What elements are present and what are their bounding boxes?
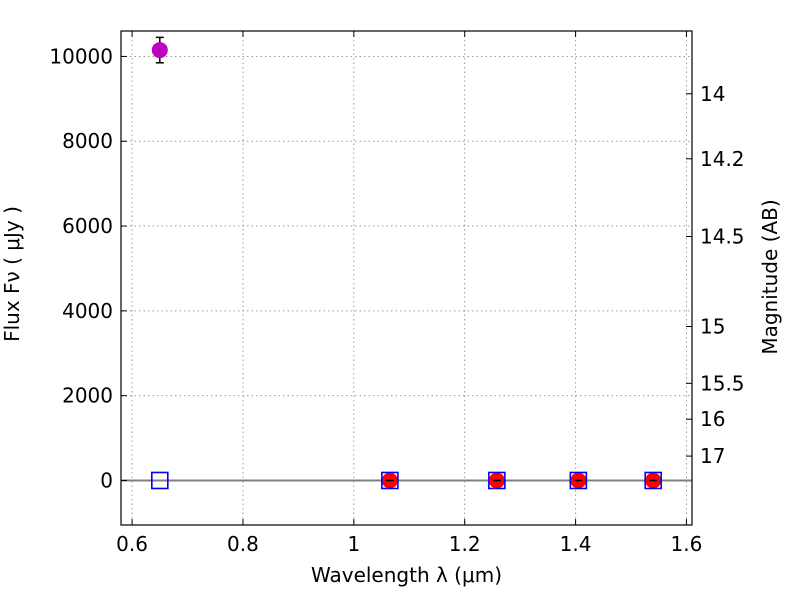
x-tick-label: 1.2: [449, 532, 481, 556]
grid-layer: [121, 31, 692, 525]
x-tick-label: 0.6: [116, 532, 148, 556]
blue-squares-marker: [569, 471, 588, 490]
right-tick-label: 15.5: [700, 371, 745, 395]
y-tick-label: 10000: [49, 44, 113, 68]
right-axis-label: Magnitude (AB): [758, 199, 782, 354]
x-tick-label: 0.8: [227, 532, 259, 556]
y-tick-label: 4000: [62, 299, 113, 323]
right-tick-label: 17: [700, 444, 725, 468]
blue-squares-marker: [151, 471, 169, 490]
x-tick-label: 1: [347, 532, 360, 556]
right-tick-label: 15: [700, 315, 725, 339]
blue-squares-marker: [488, 471, 506, 490]
y-tick-label: 8000: [62, 129, 113, 153]
y-tick-label: 0: [100, 468, 113, 492]
y-axis-label: Flux Fν ( μJy ): [0, 206, 24, 342]
blue-squares-marker: [381, 471, 399, 490]
plot-frame: [120, 30, 693, 526]
tick-layer: 0.6 0.8 1 1.2 1.4 1.6 0 2000 4000 6000 8000 10000 14…: [49, 31, 745, 556]
y-tick-label: 2000: [62, 384, 113, 408]
right-tick-label: 14.2: [700, 147, 745, 171]
right-tick-label: 14.5: [700, 224, 745, 248]
data-layer: [121, 36, 692, 490]
x-tick-label: 1.4: [560, 532, 592, 556]
right-tick-label: 14: [700, 82, 725, 106]
x-tick-label: 1.6: [671, 532, 703, 556]
right-tick-label: 16: [700, 407, 725, 431]
x-axis-label: Wavelength λ (μm): [311, 563, 502, 587]
magenta-point-marker: [151, 42, 168, 59]
blue-squares-marker: [644, 471, 662, 490]
y-tick-label: 6000: [62, 214, 113, 238]
